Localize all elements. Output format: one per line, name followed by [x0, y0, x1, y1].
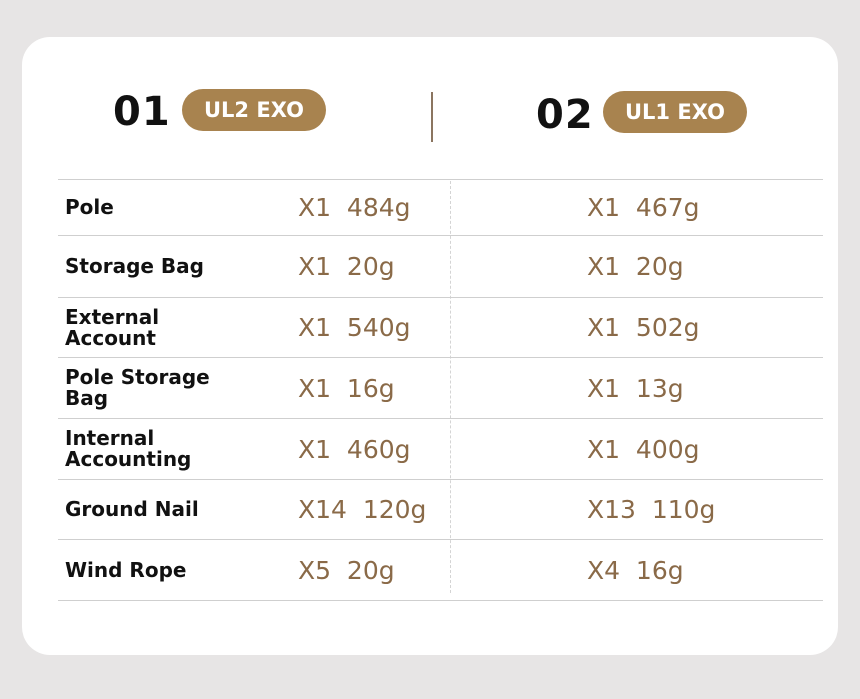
column-divider [450, 181, 451, 593]
table-row: Internal Accounting X1 460g X1 400g [58, 418, 823, 479]
product-number-1: 01 [113, 89, 171, 135]
row-label: Storage Bag [65, 254, 204, 278]
row-label: Pole Storage Bag [65, 365, 210, 410]
row-label: Internal Accounting [65, 426, 192, 471]
row-label: Wind Rope [65, 557, 187, 582]
product-1-value: X1 16g [298, 373, 395, 403]
product-number-2: 02 [536, 92, 594, 138]
table-row: Pole Storage Bag X1 16g X1 13g [58, 357, 823, 418]
comparison-card: 01 UL2 EXO 02 UL1 EXO Pole X1 484g X1 467g… [22, 37, 838, 655]
product-1-value: X1 484g [298, 193, 411, 222]
table-row: External Account X1 540g X1 502g [58, 297, 823, 357]
row-label: Pole [65, 195, 114, 219]
table-row: Wind Rope X5 20g X4 16g [58, 539, 823, 601]
product-2-value: X13 110g [587, 495, 716, 524]
product-2-value: X1 467g [587, 193, 700, 222]
product-badge-1: UL2 EXO [182, 89, 326, 131]
table-row: Storage Bag X1 20g X1 20g [58, 235, 823, 297]
product-1-value: X1 540g [298, 313, 411, 342]
spec-table: Pole X1 484g X1 467g Storage Bag X1 20g X1 20… [58, 179, 823, 601]
product-2-value: X1 400g [587, 434, 700, 464]
row-label: Ground Nail [65, 497, 199, 521]
product-2-value: X1 502g [587, 313, 700, 342]
product-badge-2: UL1 EXO [603, 91, 747, 133]
product-2-value: X1 13g [587, 373, 684, 403]
row-label: External Account [65, 304, 160, 350]
table-row: Pole X1 484g X1 467g [58, 179, 823, 235]
product-2-value: X1 20g [587, 252, 684, 281]
product-1-value: X14 120g [298, 495, 427, 524]
header-divider [431, 92, 433, 142]
product-1-value: X1 460g [298, 434, 411, 464]
product-1-value: X5 20g [298, 555, 395, 585]
table-row: Ground Nail X14 120g X13 110g [58, 479, 823, 539]
product-1-value: X1 20g [298, 252, 395, 281]
product-2-value: X4 16g [587, 555, 684, 585]
